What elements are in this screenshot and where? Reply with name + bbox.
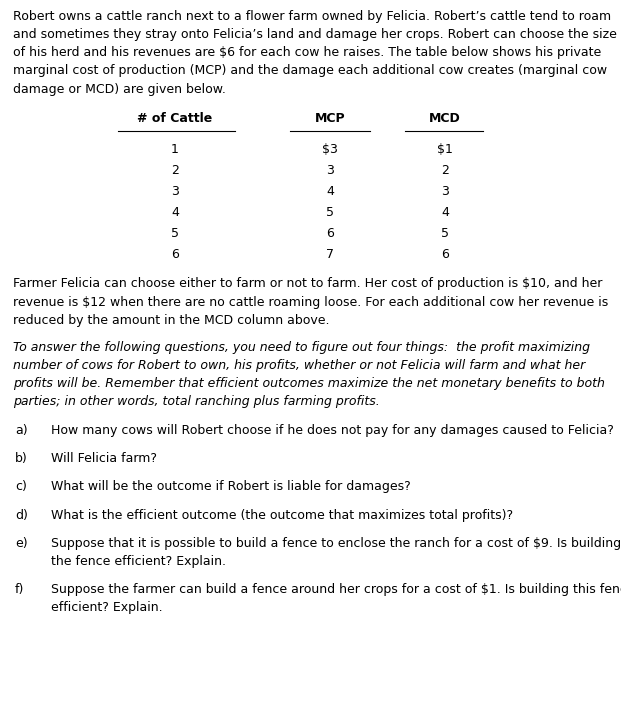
- Text: number of cows for Robert to own, his profits, whether or not Felicia will farm : number of cows for Robert to own, his pr…: [13, 359, 585, 372]
- Text: revenue is $12 when there are no cattle roaming loose. For each additional cow h: revenue is $12 when there are no cattle …: [13, 295, 608, 309]
- Text: c): c): [15, 480, 27, 493]
- Text: Robert owns a cattle ranch next to a flower farm owned by Felicia. Robert’s catt: Robert owns a cattle ranch next to a flo…: [13, 10, 611, 23]
- Text: 3: 3: [441, 185, 449, 198]
- Text: 6: 6: [171, 247, 179, 261]
- Text: of his herd and his revenues are $6 for each cow he raises. The table below show: of his herd and his revenues are $6 for …: [13, 47, 601, 59]
- Text: and sometimes they stray onto Felicia’s land and damage her crops. Robert can ch: and sometimes they stray onto Felicia’s …: [13, 28, 617, 41]
- Text: What will be the outcome if Robert is liable for damages?: What will be the outcome if Robert is li…: [51, 480, 410, 493]
- Text: Farmer Felicia can choose either to farm or not to farm. Her cost of production : Farmer Felicia can choose either to farm…: [13, 278, 602, 290]
- Text: b): b): [15, 453, 28, 465]
- Text: MCP: MCP: [315, 111, 345, 125]
- Text: MCD: MCD: [429, 111, 461, 125]
- Text: parties; in other words, total ranching plus farming profits.: parties; in other words, total ranching …: [13, 396, 380, 408]
- Text: a): a): [15, 424, 27, 437]
- Text: reduced by the amount in the MCD column above.: reduced by the amount in the MCD column …: [13, 314, 330, 326]
- Text: 4: 4: [441, 206, 449, 219]
- Text: 2: 2: [441, 164, 449, 177]
- Text: damage or MCD) are given below.: damage or MCD) are given below.: [13, 82, 226, 95]
- Text: Suppose the farmer can build a fence around her crops for a cost of $1. Is build: Suppose the farmer can build a fence aro…: [51, 583, 621, 596]
- Text: 2: 2: [171, 164, 179, 177]
- Text: d): d): [15, 508, 28, 522]
- Text: # of Cattle: # of Cattle: [137, 111, 212, 125]
- Text: $1: $1: [437, 143, 453, 157]
- Text: How many cows will Robert choose if he does not pay for any damages caused to Fe: How many cows will Robert choose if he d…: [51, 424, 614, 437]
- Text: 1: 1: [171, 143, 179, 157]
- Text: 5: 5: [441, 227, 449, 240]
- Text: efficient? Explain.: efficient? Explain.: [51, 601, 163, 614]
- Text: To answer the following questions, you need to figure out four things:  the prof: To answer the following questions, you n…: [13, 341, 590, 354]
- Text: 7: 7: [326, 247, 334, 261]
- Text: $3: $3: [322, 143, 338, 157]
- Text: f): f): [15, 583, 24, 596]
- Text: Suppose that it is possible to build a fence to enclose the ranch for a cost of : Suppose that it is possible to build a f…: [51, 537, 621, 550]
- Text: Will Felicia farm?: Will Felicia farm?: [51, 453, 157, 465]
- Text: 4: 4: [171, 206, 179, 219]
- Text: e): e): [15, 537, 27, 550]
- Text: 5: 5: [326, 206, 334, 219]
- Text: the fence efficient? Explain.: the fence efficient? Explain.: [51, 555, 226, 568]
- Text: profits will be. Remember that efficient outcomes maximize the net monetary bene: profits will be. Remember that efficient…: [13, 377, 605, 390]
- Text: What is the efficient outcome (the outcome that maximizes total profits)?: What is the efficient outcome (the outco…: [51, 508, 513, 522]
- Text: marginal cost of production (MCP) and the damage each additional cow creates (ma: marginal cost of production (MCP) and th…: [13, 64, 607, 78]
- Text: 5: 5: [171, 227, 179, 240]
- Text: 6: 6: [441, 247, 449, 261]
- Text: 3: 3: [171, 185, 179, 198]
- Text: 4: 4: [326, 185, 334, 198]
- Text: 3: 3: [326, 164, 334, 177]
- Text: 6: 6: [326, 227, 334, 240]
